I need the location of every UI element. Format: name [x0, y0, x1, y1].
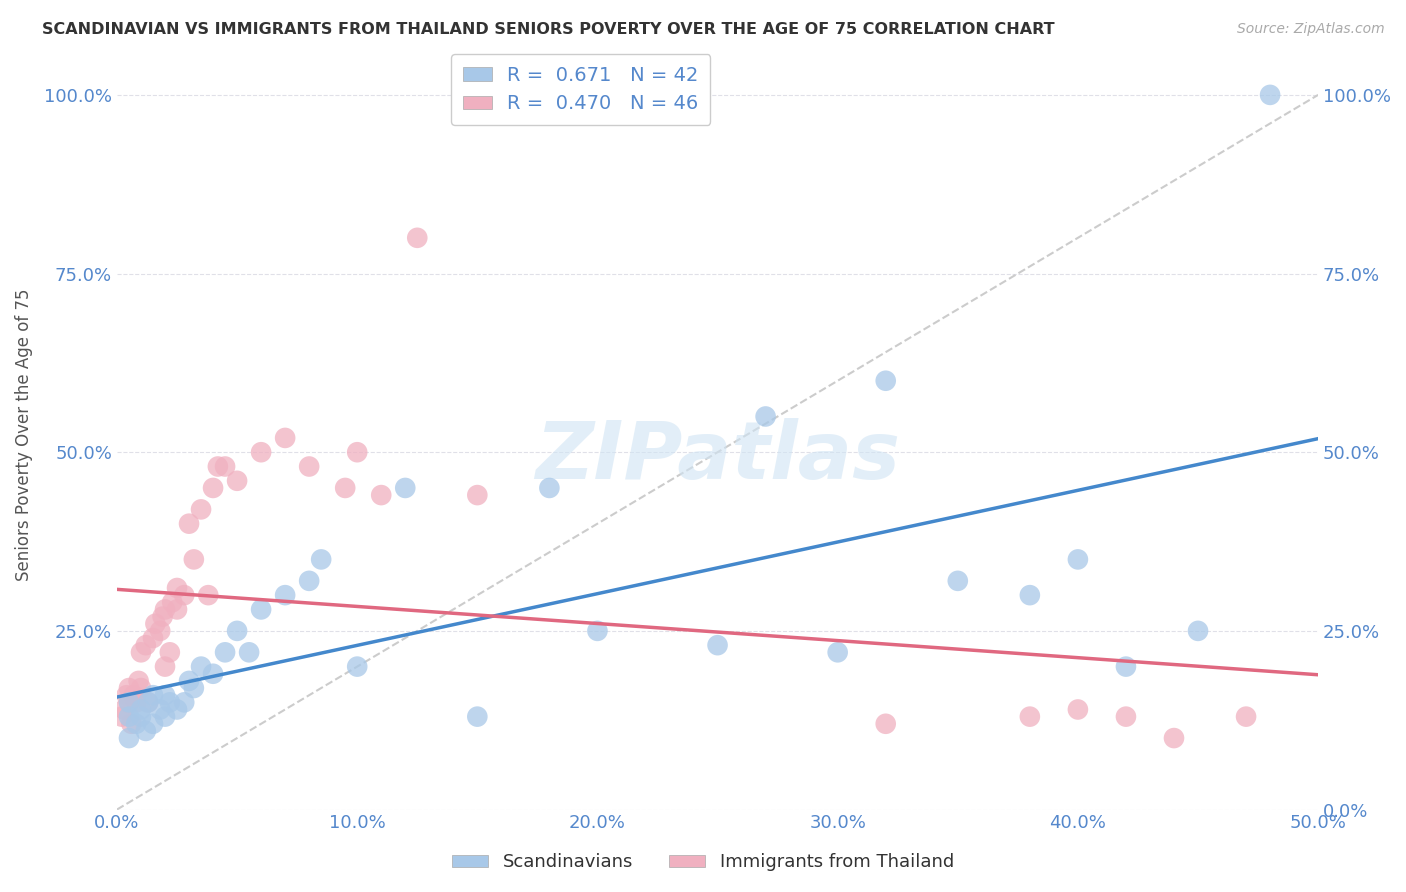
Text: ZIPatlas: ZIPatlas — [536, 417, 900, 496]
Point — [1234, 709, 1257, 723]
Point — [1067, 702, 1090, 716]
Legend: Scandinavians, Immigrants from Thailand: Scandinavians, Immigrants from Thailand — [444, 847, 962, 879]
Point — [177, 673, 200, 688]
Point — [135, 723, 157, 738]
Point — [1018, 709, 1040, 723]
Text: SCANDINAVIAN VS IMMIGRANTS FROM THAILAND SENIORS POVERTY OVER THE AGE OF 75 CORR: SCANDINAVIAN VS IMMIGRANTS FROM THAILAND… — [42, 22, 1054, 37]
Point — [115, 688, 138, 702]
Point — [190, 502, 212, 516]
Point — [153, 659, 176, 673]
Point — [335, 481, 357, 495]
Point — [129, 645, 152, 659]
Point — [226, 474, 249, 488]
Point — [875, 716, 897, 731]
Point — [118, 731, 141, 745]
Point — [465, 488, 488, 502]
Point — [149, 624, 172, 638]
Point — [125, 716, 148, 731]
Point — [346, 445, 368, 459]
Text: Source: ZipAtlas.com: Source: ZipAtlas.com — [1237, 22, 1385, 37]
Point — [128, 673, 150, 688]
Point — [173, 695, 195, 709]
Point — [1258, 87, 1281, 102]
Point — [394, 481, 416, 495]
Point — [153, 709, 176, 723]
Point — [177, 516, 200, 531]
Point — [136, 695, 159, 709]
Point — [153, 688, 176, 702]
Point — [166, 702, 188, 716]
Point — [274, 431, 297, 445]
Point — [1018, 588, 1040, 602]
Point — [159, 695, 181, 709]
Point — [153, 602, 176, 616]
Point — [1115, 709, 1137, 723]
Point — [214, 459, 236, 474]
Point — [142, 688, 165, 702]
Point — [173, 588, 195, 602]
Point — [118, 681, 141, 695]
Point — [118, 695, 141, 709]
Point — [370, 488, 392, 502]
Point — [118, 709, 141, 723]
Point — [136, 695, 159, 709]
Y-axis label: Seniors Poverty Over the Age of 75: Seniors Poverty Over the Age of 75 — [15, 288, 32, 581]
Point — [160, 595, 183, 609]
Point — [538, 481, 561, 495]
Point — [238, 645, 260, 659]
Point — [118, 695, 141, 709]
Point — [207, 459, 229, 474]
Point — [298, 574, 321, 588]
Point — [1163, 731, 1185, 745]
Point — [202, 666, 225, 681]
Point — [250, 445, 273, 459]
Point — [226, 624, 249, 638]
Point — [1187, 624, 1209, 638]
Point — [214, 645, 236, 659]
Point — [1067, 552, 1090, 566]
Point — [149, 702, 172, 716]
Point — [1115, 659, 1137, 673]
Point — [152, 609, 174, 624]
Point — [250, 602, 273, 616]
Point — [755, 409, 778, 424]
Point — [111, 709, 134, 723]
Point — [142, 716, 165, 731]
Point — [706, 638, 728, 652]
Point — [122, 688, 145, 702]
Point — [465, 709, 488, 723]
Point — [274, 588, 297, 602]
Point — [346, 659, 368, 673]
Point — [406, 231, 429, 245]
Point — [129, 702, 152, 716]
Point — [112, 702, 135, 716]
Point — [166, 581, 188, 595]
Point — [183, 552, 205, 566]
Point — [159, 645, 181, 659]
Point — [166, 602, 188, 616]
Point — [298, 459, 321, 474]
Point — [827, 645, 849, 659]
Point — [129, 709, 152, 723]
Point — [142, 631, 165, 645]
Point — [125, 695, 148, 709]
Point — [183, 681, 205, 695]
Legend: R =  0.671   N = 42, R =  0.470   N = 46: R = 0.671 N = 42, R = 0.470 N = 46 — [451, 54, 710, 125]
Point — [190, 659, 212, 673]
Point — [309, 552, 332, 566]
Point — [129, 681, 152, 695]
Point — [202, 481, 225, 495]
Point — [197, 588, 219, 602]
Point — [135, 638, 157, 652]
Point — [875, 374, 897, 388]
Point — [586, 624, 609, 638]
Point — [145, 616, 167, 631]
Point — [120, 716, 142, 731]
Point — [946, 574, 969, 588]
